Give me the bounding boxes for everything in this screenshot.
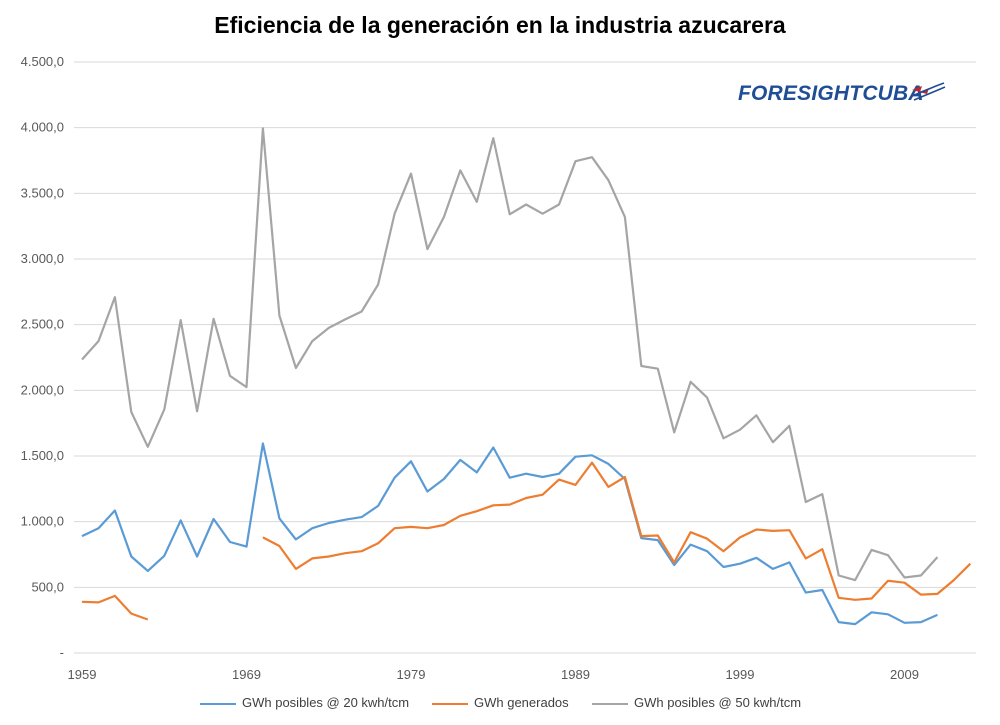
y-tick-label: 4.500,0 xyxy=(21,54,64,69)
legend-swatch-blue xyxy=(200,703,236,705)
series-line-gray-50kwh xyxy=(81,127,939,582)
x-tick-label: 1999 xyxy=(726,667,755,682)
y-tick-label: 3.500,0 xyxy=(21,185,64,200)
x-tick-label: 1959 xyxy=(68,667,97,682)
y-tick-label: 2.000,0 xyxy=(21,382,64,397)
legend-swatch-orange xyxy=(432,703,468,705)
legend-label-generados: GWh generados xyxy=(474,695,569,710)
x-axis-tick-labels: 1959 1969 1979 1989 1999 2009 xyxy=(68,667,919,682)
series-line-orange-generados xyxy=(262,461,972,601)
y-tick-label: 2.500,0 xyxy=(21,317,64,332)
y-axis-tick-labels: - 500,0 1.000,0 1.500,0 2.000,0 2.500,0 3.000,… xyxy=(21,54,64,660)
x-tick-label: 1969 xyxy=(232,667,261,682)
series-line-blue-20kwh xyxy=(81,442,938,626)
gridlines xyxy=(74,61,976,654)
foresightcuba-logo: FORESIGHTCUBA xyxy=(738,82,924,106)
x-tick-label: 1979 xyxy=(397,667,426,682)
y-tick-label: 4.000,0 xyxy=(21,120,64,135)
flag-arrow-icon xyxy=(911,82,946,101)
y-tick-label: 500,0 xyxy=(31,579,64,594)
chart-title: Eficiencia de la generación en la indust… xyxy=(214,12,786,38)
logo-text-cuba: CUBA xyxy=(862,82,924,105)
y-tick-label: 3.000,0 xyxy=(21,251,64,266)
legend-label-50kwh: GWh posibles @ 50 kwh/tcm xyxy=(634,695,802,710)
y-tick-label: 1.500,0 xyxy=(21,448,64,463)
y-tick-label: - xyxy=(60,645,64,660)
x-tick-label: 1989 xyxy=(561,667,590,682)
x-tick-label: 2009 xyxy=(890,667,919,682)
series-line-orange-generados xyxy=(81,594,149,621)
logo-text-foresight: FORESIGHT xyxy=(738,82,863,105)
y-tick-label: 1.000,0 xyxy=(21,514,64,529)
legend-swatch-gray xyxy=(592,703,628,705)
legend-label-20kwh: GWh posibles @ 20 kwh/tcm xyxy=(242,695,410,710)
chart-legend: GWh posibles @ 20 kwh/tcm GWh generados … xyxy=(0,694,1000,714)
series-lines xyxy=(81,127,972,626)
